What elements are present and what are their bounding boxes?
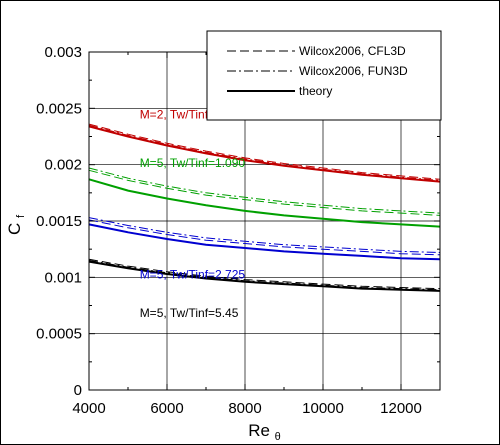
y-axis-label-subscript: f [15,214,27,218]
series-line-2-dashdot [88,167,441,214]
legend-entry-label: Wilcox2006, FUN3D [299,64,408,78]
x-tick-label: 10000 [302,400,344,417]
x-axis-label-subscript: θ [275,431,281,443]
x-tick-label: 12000 [380,400,422,417]
y-tick-label: 0.0015 [36,213,82,230]
case-label: M=5, Tw/Tinf=5.45 [140,306,239,320]
series-line-1-dashed [88,123,441,180]
legend-entry-label: theory [299,84,332,98]
series-line-3-dashdot [88,217,441,253]
y-axis-label-main: C [5,223,24,235]
series-layer [88,123,441,292]
y-tick-label: 0.0005 [36,326,82,343]
axis-ticks: 4000 6000 8000 10000 12000 0 0.0005 0.001 0.0015… [36,44,440,417]
x-axis-label: Re θ [248,421,281,443]
y-axis-label: C f [5,214,27,235]
legend-box [206,30,442,121]
legend-entry-label: Wilcox2006, CFL3D [299,44,406,58]
case-label: M=5, Tw/Tinf=1.090 [140,156,246,170]
series-line-4-dashdot [88,259,441,291]
case-label: M=5, Tw/Tinf=2.725 [140,267,246,281]
x-tick-label: 6000 [150,400,183,417]
series-line-1-solid [88,125,441,183]
y-tick-label: 0 [74,382,82,399]
series-line-1-dashdot [88,124,441,181]
x-axis-label-main: Re [248,421,270,440]
series-line-3-solid [88,223,441,261]
series-line-3-dashed [88,219,441,256]
series-line-2-solid [88,178,441,228]
x-tick-label: 8000 [228,400,261,417]
series-line-2-dashed [88,169,441,216]
y-tick-label: 0.003 [44,44,82,61]
y-tick-label: 0.002 [44,157,82,174]
series-line-4-solid [88,260,441,292]
y-tick-label: 0.0025 [36,100,82,117]
series-line-4-dashed [88,258,441,290]
y-tick-label: 0.001 [44,269,82,286]
legend: Wilcox2006, CFL3D Wilcox2006, FUN3D theory [206,30,442,121]
x-tick-label: 4000 [72,400,105,417]
